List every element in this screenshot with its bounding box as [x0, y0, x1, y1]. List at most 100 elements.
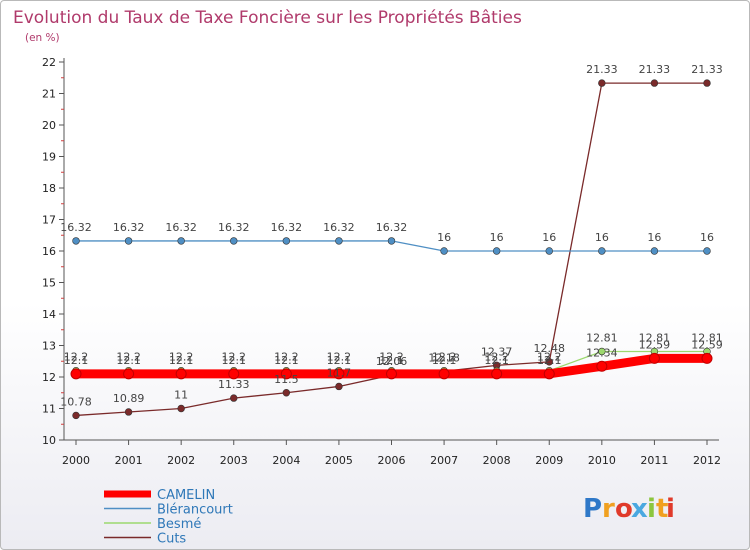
data-label-besmé: 12.2 [116, 351, 141, 364]
y-tick-label: 10 [42, 434, 56, 447]
x-tick-label: 2011 [640, 454, 668, 467]
data-label-blérancourt: 16 [437, 231, 451, 244]
data-point-blérancourt [387, 237, 396, 245]
data-point-blérancourt [72, 237, 80, 245]
data-label-besmé: 12.81 [586, 331, 618, 344]
data-label-blérancourt: 16 [700, 231, 714, 244]
data-point-camelin [596, 360, 608, 372]
legend-label-cuts: Cuts [157, 532, 186, 547]
chart-subtitle: (en %) [25, 32, 60, 44]
data-label-cuts: 10.78 [60, 395, 92, 408]
data-label-blérancourt: 16.32 [376, 221, 408, 234]
logo-letter: x [631, 494, 648, 524]
data-label-cuts: 21.33 [691, 63, 723, 76]
y-tick-label: 15 [42, 277, 56, 290]
data-point-besmé [598, 347, 606, 356]
data-label-cuts: 12.37 [481, 345, 513, 358]
data-label-cuts: 21.33 [586, 63, 618, 76]
data-point-camelin [333, 368, 345, 380]
chart-title: Evolution du Taux de Taxe Foncière sur l… [13, 8, 522, 28]
data-point-blérancourt [282, 237, 291, 245]
legend-label-besmé: Besmé [157, 517, 201, 532]
data-label-cuts: 10.89 [113, 392, 145, 405]
data-label-cuts: 21.33 [639, 63, 671, 76]
x-tick-label: 2007 [430, 454, 458, 467]
data-point-cuts [230, 394, 238, 402]
data-label-besmé: 12.2 [169, 351, 194, 364]
x-tick-label: 2004 [272, 454, 300, 467]
data-label-layer: 10.78 10.89 11 11.33 11.5 11.7 12.06 12.18 12.37… [60, 63, 723, 408]
x-tick-label: 2000 [62, 454, 90, 467]
data-point-camelin [123, 368, 135, 380]
data-label-blérancourt: 16.32 [60, 221, 92, 234]
x-tick-label: 2005 [325, 454, 353, 467]
data-point-blérancourt [492, 247, 501, 255]
x-tick-label: 2003 [220, 454, 248, 467]
data-point-blérancourt [598, 247, 606, 255]
data-label-camelin: 12.59 [691, 338, 723, 351]
data-label-camelin: 12.1 [327, 354, 352, 367]
y-tick-label: 20 [42, 119, 56, 132]
data-point-blérancourt [230, 237, 238, 245]
data-label-cuts: 11.33 [218, 378, 250, 391]
data-label-cuts: 11.5 [274, 373, 299, 386]
data-point-cuts [72, 411, 80, 420]
data-label-camelin: 12.1 [222, 354, 247, 367]
y-tick-label: 14 [42, 308, 56, 321]
data-label-camelin: 12.1 [274, 354, 299, 367]
data-point-cuts [335, 382, 343, 391]
data-point-blérancourt [177, 237, 185, 245]
data-point-camelin [228, 368, 240, 380]
logo-letter: i [666, 494, 675, 524]
data-label-blérancourt: 16 [542, 231, 556, 244]
data-point-blérancourt [440, 247, 448, 255]
data-label-besmé: 12.2 [222, 351, 247, 364]
logo-letter: o [615, 494, 633, 524]
data-label-camelin: 12.34 [586, 346, 618, 359]
data-point-blérancourt [650, 247, 659, 255]
data-label-besmé: 12.2 [379, 351, 404, 364]
data-label-cuts: 12.48 [534, 342, 566, 355]
x-tick-label: 2001 [115, 454, 143, 467]
y-tick-label: 21 [42, 88, 56, 101]
logo-letter: r [602, 494, 615, 524]
y-tick-label: 12 [42, 371, 56, 384]
data-label-blérancourt: 16 [647, 231, 661, 244]
x-tick-label: 2008 [483, 454, 511, 467]
data-label-besmé: 12.2 [327, 351, 352, 364]
data-label-besmé: 12.81 [639, 331, 671, 344]
data-point-camelin [543, 368, 555, 380]
data-label-cuts: 11 [174, 389, 188, 402]
logo-letter: t [656, 494, 668, 524]
x-tick-label: 2012 [693, 454, 721, 467]
data-point-camelin [491, 368, 503, 380]
data-label-blérancourt: 16.32 [271, 221, 303, 234]
x-tick-label: 2010 [588, 454, 616, 467]
data-point-cuts [282, 389, 291, 397]
data-label-camelin: 12.59 [639, 338, 671, 351]
x-tick-label: 2006 [378, 454, 406, 467]
data-point-camelin [70, 368, 82, 380]
data-label-camelin: 12.1 [484, 354, 509, 367]
x-tick-label: 2009 [535, 454, 563, 467]
data-label-blérancourt: 16.32 [218, 221, 250, 234]
data-label-besmé: 12.2 [484, 351, 509, 364]
logo-letter: i [647, 494, 656, 524]
data-point-camelin [386, 368, 397, 380]
data-label-camelin: 12.1 [169, 354, 194, 367]
data-point-camelin [438, 368, 450, 380]
data-point-camelin [280, 368, 292, 380]
data-point-camelin [175, 368, 187, 380]
data-label-camelin: 12.1 [116, 354, 141, 367]
data-label-camelin: 12.1 [379, 354, 404, 367]
data-label-blérancourt: 16 [490, 231, 504, 244]
data-point-blérancourt [545, 247, 553, 255]
legend-label-blérancourt: Blérancourt [157, 503, 233, 518]
data-label-camelin: 12.1 [537, 354, 562, 367]
y-tick-label: 13 [42, 340, 56, 353]
data-label-besmé: 12.2 [64, 351, 89, 364]
data-label-cuts: 11.7 [327, 366, 352, 379]
